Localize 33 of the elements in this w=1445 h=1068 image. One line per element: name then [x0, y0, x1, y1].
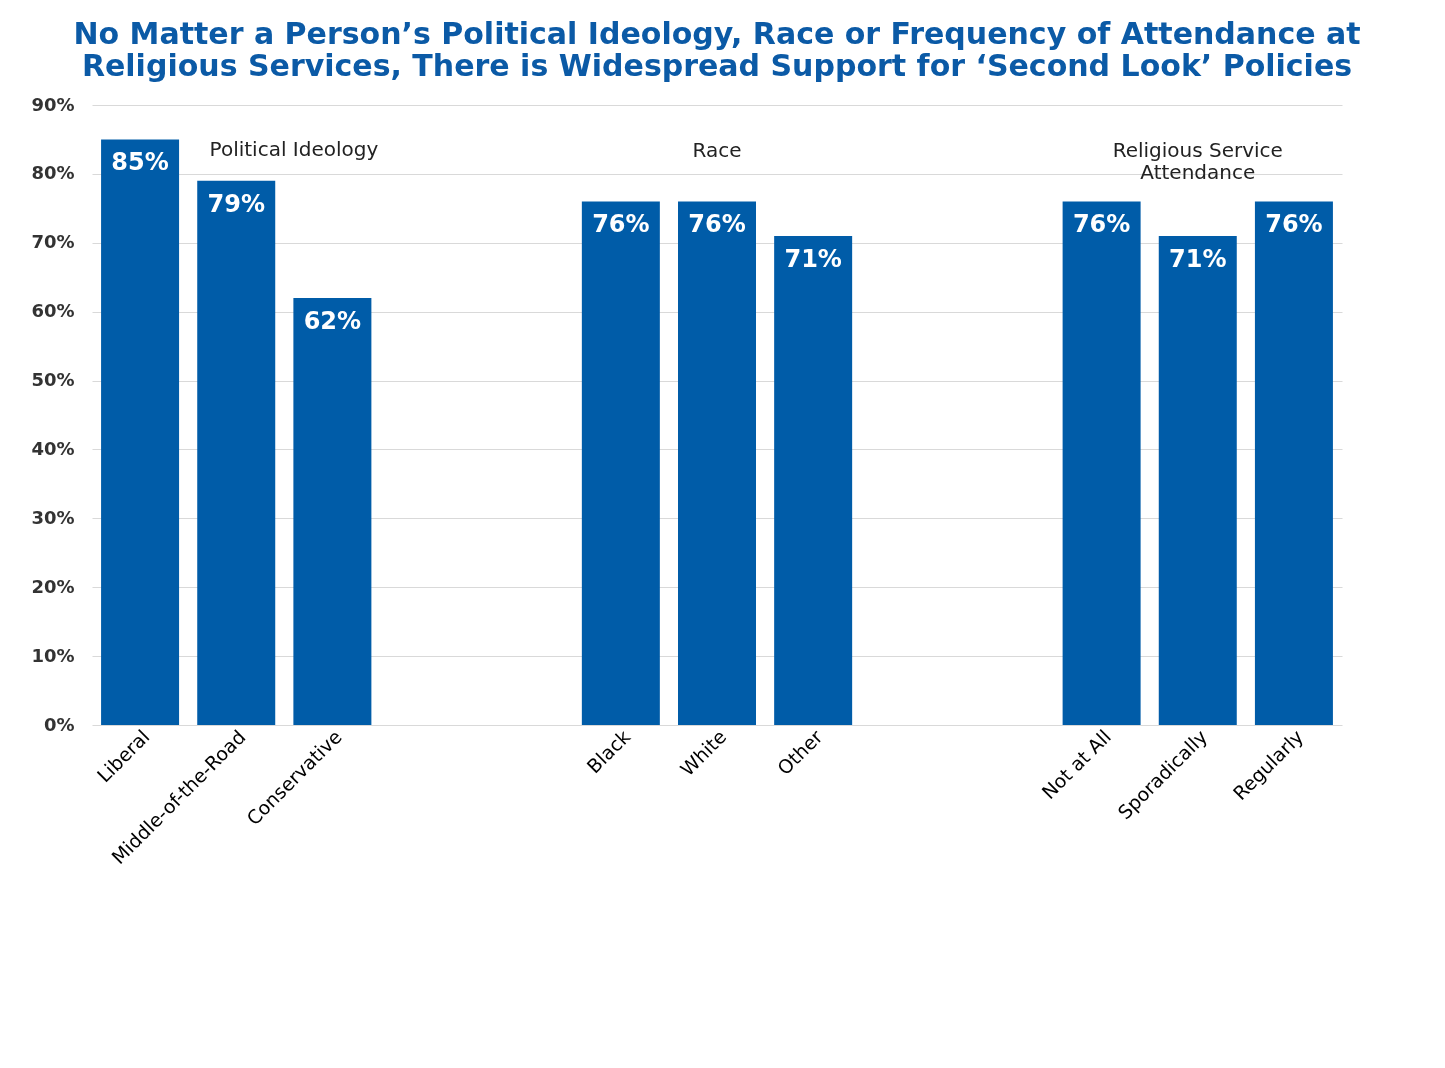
- data-label: 76%: [1072, 210, 1131, 239]
- y-tick-label: 60%: [31, 300, 75, 322]
- y-tick-label: 50%: [31, 369, 75, 391]
- bar: [1254, 201, 1333, 725]
- bar: [774, 235, 853, 725]
- data-label: 76%: [688, 210, 746, 239]
- y-tick-label: 20%: [31, 575, 75, 597]
- data-label: 71%: [784, 244, 842, 273]
- bar: [1158, 235, 1237, 725]
- bar: [1062, 201, 1141, 725]
- data-label: 62%: [303, 306, 362, 335]
- data-label: 76%: [592, 210, 650, 239]
- data-label: 71%: [1169, 244, 1227, 273]
- data-label: 79%: [207, 189, 265, 218]
- annotation: Religious Service Attendance: [1112, 138, 1283, 185]
- y-tick-label: 10%: [31, 644, 75, 666]
- chart-title: No Matter a Person’s Political Ideology, Race or Frequency of Attendance at Religious Services, There is Widespread Support for ‘Second Look’ Policies: [73, 16, 1361, 83]
- annotation: Political Ideology: [209, 136, 379, 161]
- y-tick-label: 90%: [31, 93, 75, 115]
- y-tick-label: 80%: [31, 162, 75, 184]
- x-tick-label: Not at All: [1037, 725, 1116, 804]
- bar: [197, 180, 276, 725]
- y-tick-label: 40%: [31, 437, 75, 459]
- data-label: 76%: [1265, 210, 1323, 239]
- y-tick-label: 30%: [31, 506, 75, 528]
- data-label: 85%: [111, 148, 169, 177]
- annotation: Race: [692, 138, 742, 163]
- bar: [101, 139, 180, 725]
- y-tick-label: 70%: [31, 231, 75, 253]
- bar: [581, 201, 660, 725]
- bar: [678, 201, 756, 725]
- y-tick-label: 0%: [43, 713, 75, 735]
- bar: [293, 297, 372, 725]
